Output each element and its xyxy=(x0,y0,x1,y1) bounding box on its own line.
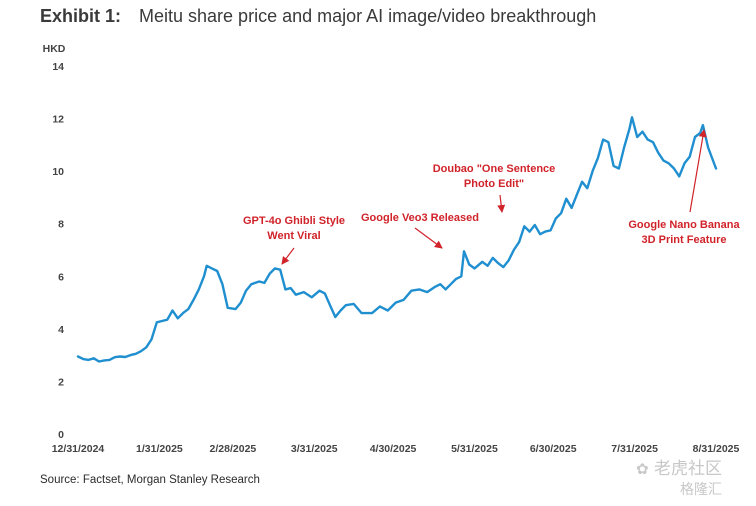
annotation: GPT-4o Ghibli Style Went Viral xyxy=(243,215,345,265)
watermark-text-2: 格隆汇 xyxy=(680,482,722,498)
y-tick-label: 8 xyxy=(58,219,64,231)
annotation-arrow xyxy=(414,227,443,249)
annotation: Doubao "One Sentence Photo Edit" xyxy=(433,163,556,213)
x-tick-label: 1/31/2025 xyxy=(136,443,183,455)
x-tick-label: 2/28/2025 xyxy=(210,443,257,455)
y-tick-label: 0 xyxy=(58,429,64,441)
x-tick-label: 12/31/2024 xyxy=(52,443,105,455)
x-tick-label: 4/30/2025 xyxy=(370,443,417,455)
y-axis-unit-label: HKD xyxy=(43,43,66,55)
annotation-text: Google Veo3 Released xyxy=(361,212,479,224)
annotation-text: Photo Edit" xyxy=(464,178,524,190)
x-axis: 12/31/2024 1/31/2025 2/28/2025 3/31/2025 4/3… xyxy=(52,443,740,455)
watermark-logo: ✿ 老虎社区 xyxy=(636,454,722,479)
series-line-share-price xyxy=(76,116,718,363)
annotation-text: Google Nano Banana xyxy=(628,219,740,231)
annotation-text: Doubao "One Sentence xyxy=(433,163,556,175)
annotation-text: Went Viral xyxy=(267,230,320,242)
annotation: Google Veo3 Released xyxy=(361,212,479,249)
annotation-arrow xyxy=(689,129,707,213)
y-tick-label: 6 xyxy=(58,271,64,283)
y-axis: HKD 0 2 4 6 8 10 12 14 xyxy=(43,43,66,441)
annotation-arrow xyxy=(497,194,506,213)
x-tick-label: 8/31/2025 xyxy=(693,443,740,455)
watermark-logo-2: 格隆汇 xyxy=(680,479,722,499)
chart-header: Exhibit 1: Meitu share price and major AI… xyxy=(40,6,596,32)
exhibit-label: Exhibit 1: xyxy=(40,6,122,26)
paw-icon: ✿ xyxy=(636,460,649,478)
series-layer xyxy=(76,116,718,363)
x-tick-label: 5/31/2025 xyxy=(451,443,498,455)
y-tick-label: 14 xyxy=(52,61,64,73)
y-tick-label: 4 xyxy=(58,324,64,336)
source-note: Source: Factset, Morgan Stanley Research xyxy=(40,474,260,486)
watermark-text-1: 老虎社区 xyxy=(653,459,722,479)
y-tick-label: 10 xyxy=(52,166,64,178)
x-tick-label: 3/31/2025 xyxy=(291,443,338,455)
annotation-text: GPT-4o Ghibli Style xyxy=(243,215,345,227)
annotation-arrow xyxy=(281,247,295,265)
y-tick-label: 2 xyxy=(58,376,64,388)
x-tick-label: 6/30/2025 xyxy=(530,443,577,455)
x-tick-label: 7/31/2025 xyxy=(611,443,658,455)
chart-title: Meitu share price and major AI image/vid… xyxy=(139,6,597,26)
y-tick-label: 12 xyxy=(52,114,64,126)
annotation-text: 3D Print Feature xyxy=(642,234,727,246)
annotations-layer: GPT-4o Ghibli Style Went Viral Google Veo3… xyxy=(243,129,740,265)
annotation: Google Nano Banana 3D Print Feature xyxy=(628,129,740,246)
